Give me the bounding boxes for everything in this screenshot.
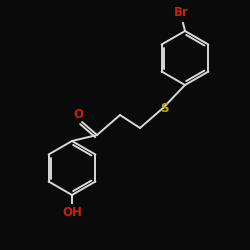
Text: S: S [160, 102, 168, 116]
Text: Br: Br [174, 6, 188, 20]
Text: O: O [73, 108, 83, 122]
Text: OH: OH [62, 206, 82, 220]
